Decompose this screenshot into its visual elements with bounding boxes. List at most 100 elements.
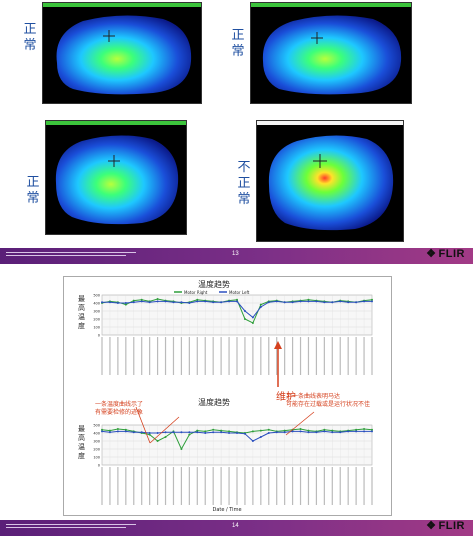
x-tick-label-graphic [339, 467, 341, 505]
data-point [148, 433, 151, 436]
caption-normal-3: 正常 [26, 175, 40, 206]
x-tick-label-graphic [188, 337, 190, 375]
x-tick-label-graphic [220, 467, 222, 505]
legend-label: Motor Right [184, 290, 208, 295]
y-axis-label-char: 温 [78, 442, 85, 451]
data-point [204, 300, 207, 303]
x-tick-label-graphic [172, 467, 175, 505]
x-tick-label-graphic [109, 467, 111, 505]
x-tick-label-graphic [212, 467, 214, 505]
data-point [148, 301, 151, 304]
x-tick-label-graphic [355, 337, 357, 375]
data-point [283, 429, 286, 432]
y-tick-label: 400 [93, 432, 100, 436]
x-tick-label-graphic [268, 467, 270, 505]
y-axis-label-char: 度 [78, 321, 85, 330]
data-point [363, 428, 366, 430]
x-tick-label-graphic [141, 467, 143, 505]
data-point [331, 429, 334, 432]
y-tick-label: 0 [98, 464, 100, 468]
data-point [140, 298, 143, 301]
thermal-motor-graphic [56, 15, 192, 95]
x-tick-label-graphic [109, 337, 111, 375]
data-point [220, 431, 223, 434]
x-tick-label-graphic [284, 337, 286, 375]
x-tick-label-graphic [228, 337, 230, 375]
thermal-status-bar [46, 121, 186, 125]
data-point [212, 431, 215, 434]
x-tick-label-graphic [323, 467, 325, 505]
y-tick-label: 500 [93, 424, 100, 428]
data-point [291, 430, 294, 433]
data-point [140, 300, 143, 303]
data-point [267, 432, 270, 434]
data-point [259, 429, 262, 432]
y-axis-label-char: 度 [78, 451, 85, 460]
y-tick-label: 500 [93, 294, 100, 298]
data-point [148, 432, 151, 434]
y-tick-label: 100 [93, 326, 100, 330]
x-tick-label-graphic [196, 467, 198, 505]
thermal-status-bar [257, 121, 403, 125]
data-point [188, 433, 191, 436]
data-point [339, 300, 342, 303]
data-point [212, 301, 215, 304]
thermal-image-2 [250, 2, 412, 104]
y-tick-label: 100 [93, 456, 100, 460]
data-point [108, 431, 111, 434]
thermal-motor-graphic [268, 135, 394, 231]
data-point [251, 440, 254, 442]
x-tick-label-graphic [252, 337, 254, 375]
slide-footer: 13 [0, 248, 473, 264]
annotation-arrow-left [149, 416, 180, 444]
y-axis-label-char: 最 [78, 425, 85, 433]
data-point [283, 301, 286, 304]
x-tick-label-graphic [363, 467, 365, 505]
x-tick-label-graphic [371, 467, 373, 505]
data-point [180, 301, 183, 304]
x-tick-label-graphic [236, 337, 238, 375]
data-point [331, 301, 334, 304]
data-point [180, 448, 183, 450]
data-point [299, 430, 302, 433]
x-tick-label-graphic [156, 467, 159, 505]
x-tick-label-graphic [323, 337, 325, 375]
thermal-image-4 [256, 120, 404, 242]
data-point [156, 440, 159, 442]
data-point [116, 302, 119, 304]
x-tick-label-graphic [252, 467, 254, 505]
data-point [299, 300, 302, 303]
x-tick-label-graphic [363, 337, 365, 375]
annotation-left: 一条温度曲线示了 有需要检修的迹象 [95, 401, 144, 416]
x-tick-label-graphic [117, 337, 119, 375]
thermal-motor-graphic [55, 135, 179, 225]
data-point [267, 428, 270, 431]
x-tick-label-graphic [339, 337, 341, 375]
data-point [339, 431, 342, 434]
caption-normal-2: 正常 [231, 28, 245, 59]
data-point [172, 301, 175, 304]
annotation-arrow-left [135, 406, 151, 444]
data-point [220, 429, 223, 432]
data-point [347, 301, 350, 304]
data-point [164, 300, 167, 303]
data-point [307, 300, 310, 303]
data-point [275, 431, 278, 434]
data-point [156, 432, 159, 434]
x-tick-label-graphic [260, 467, 262, 505]
data-point [164, 431, 167, 434]
x-tick-label-graphic [307, 467, 310, 505]
data-point [283, 431, 286, 434]
x-tick-label-graphic [268, 337, 270, 375]
data-point [204, 432, 207, 434]
data-point [259, 436, 262, 438]
y-tick-label: 200 [93, 448, 100, 452]
data-point [124, 303, 127, 306]
data-point [196, 431, 199, 434]
data-point [355, 428, 358, 431]
x-tick-label-graphic [149, 467, 151, 505]
thermal-status-bar [43, 3, 201, 7]
x-tick-label-graphic [315, 467, 318, 505]
data-point [116, 428, 119, 430]
x-tick-label-graphic [133, 467, 135, 505]
